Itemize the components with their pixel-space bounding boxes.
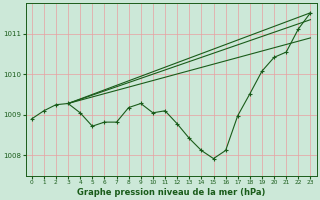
X-axis label: Graphe pression niveau de la mer (hPa): Graphe pression niveau de la mer (hPa) <box>77 188 265 197</box>
